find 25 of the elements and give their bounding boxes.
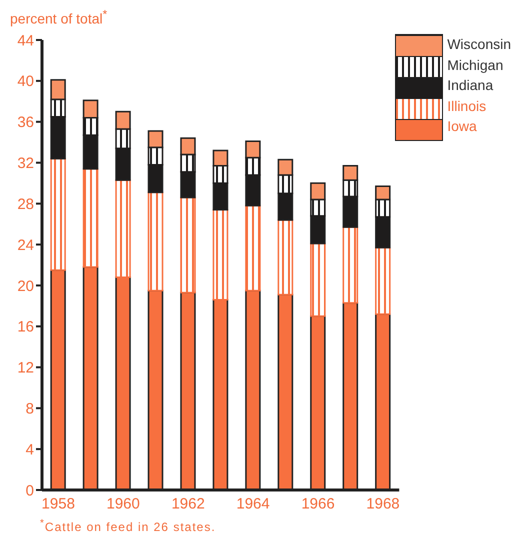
y-axis-title: percent of total$^{*}$ bbox=[10, 8, 108, 27]
text: $^{*}$Cattle on feed in 26 states. bbox=[40, 518, 216, 534]
y-tick-label: 28 bbox=[17, 196, 34, 213]
y-tick-label: 44 bbox=[17, 32, 34, 50]
y-tick-label: 16 bbox=[17, 318, 34, 336]
x-tick-label: 1962 bbox=[171, 496, 205, 513]
y-tick-label: 12 bbox=[17, 360, 34, 377]
legend-label: Indiana bbox=[447, 76, 494, 95]
y-tick-label: 20 bbox=[17, 278, 34, 295]
y-tick-label: 4 bbox=[26, 441, 34, 458]
legend-label: Michigan bbox=[447, 56, 504, 75]
x-tick-label: 1960 bbox=[106, 496, 140, 513]
y-tick-label: 32 bbox=[17, 155, 34, 172]
y-tick-label: 8 bbox=[26, 400, 34, 418]
x-tick-label: 1966 bbox=[301, 496, 335, 513]
y-tick-label: 40 bbox=[17, 73, 34, 90]
y-tick-label: 24 bbox=[17, 236, 34, 254]
legend-label: Wisconsin bbox=[447, 35, 511, 54]
legend-label: Iowa bbox=[447, 117, 478, 136]
x-tick-label: 1958 bbox=[42, 496, 75, 513]
x-tick-label: 1968 bbox=[366, 496, 400, 513]
legend-label: Illinois bbox=[447, 96, 488, 116]
y-tick-label: 0 bbox=[26, 482, 34, 500]
y-tick-label: 36 bbox=[17, 114, 34, 132]
x-tick-label: 1964 bbox=[236, 496, 270, 513]
